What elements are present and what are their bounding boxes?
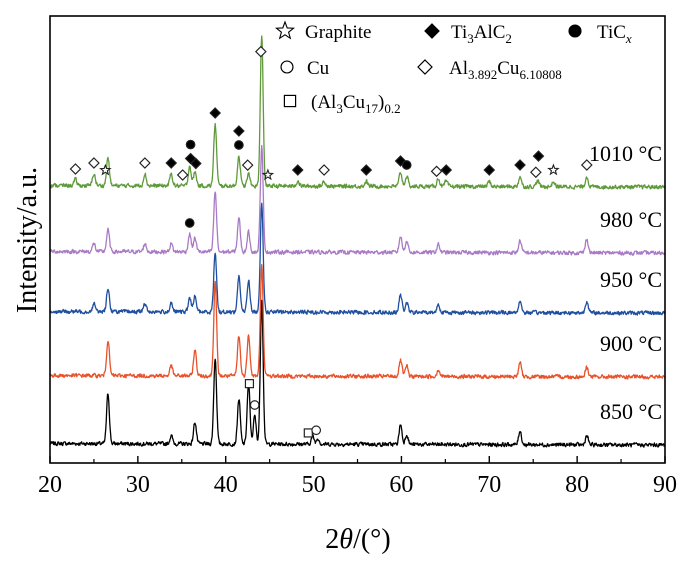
peak-marker-circle-open <box>311 425 322 436</box>
peak-marker-diamond-filled <box>532 150 545 162</box>
series-line-980-c <box>49 144 666 257</box>
star-icon <box>274 20 296 40</box>
peak-marker-diamond-filled <box>165 157 178 169</box>
open-circle-icon <box>280 60 294 74</box>
x-axis-title: 2θ/(°) <box>325 524 390 555</box>
x-tick-label: 50 <box>302 472 326 498</box>
x-tick-label: 70 <box>477 472 501 498</box>
legend-symbol <box>568 24 582 38</box>
legend-item-al3cu6: Al3.892Cu6.10808 <box>417 58 562 82</box>
x-tick-label: 90 <box>653 472 677 498</box>
x-axis: 20 30 40 50 60 70 80 90 <box>38 456 677 498</box>
peak-marker-diamond-open <box>580 159 593 171</box>
peak-marker-diamond-filled <box>440 164 453 176</box>
peak-marker-diamond-filled <box>514 159 526 171</box>
x-tick-label: 80 <box>565 472 589 498</box>
series-layer <box>49 35 666 448</box>
peak-marker-diamond-open <box>88 157 100 169</box>
peak-marker-diamond-filled <box>209 107 222 119</box>
y-axis-title: Intensity/a.u. <box>12 167 43 313</box>
peak-marker-diamond-open <box>139 157 151 169</box>
peak-marker-diamond-filled <box>360 164 373 176</box>
filled-circle-icon <box>568 24 582 38</box>
series-label-950-c: 950 °C <box>600 267 662 292</box>
series-label-1010-c: 1010 °C <box>589 141 662 166</box>
peak-marker-star <box>547 163 560 176</box>
open-diamond-icon <box>417 59 433 75</box>
legend-label-ti3alc2: Ti3AlC2 <box>451 22 512 46</box>
legend: Graphite Ti3AlC2 TiCx Cu Al3.892Cu6.1080… <box>274 20 632 116</box>
peak-marker-diamond-open <box>255 45 267 58</box>
x-tick-label: 60 <box>389 472 413 498</box>
peak-marker-square-open <box>303 428 313 438</box>
legend-label-ticx: TiCx <box>597 22 632 46</box>
peak-marker-diamond-open <box>241 159 254 171</box>
peak-marker-circle-filled <box>401 160 412 170</box>
legend-symbol <box>424 23 440 39</box>
legend-symbol <box>283 94 297 108</box>
peak-marker-star <box>99 163 112 176</box>
peak-marker-diamond-open <box>430 165 443 178</box>
series-line-950-c <box>49 202 666 316</box>
series-label-850-c: 850 °C <box>600 399 662 424</box>
series-line-1010-c <box>49 35 666 190</box>
peak-marker-diamond-filled <box>291 164 304 176</box>
peak-marker-diamond-filled <box>483 164 496 176</box>
series-line-900-c <box>49 264 666 380</box>
peak-marker-diamond-filled <box>189 157 202 170</box>
peak-marker-circle-filled <box>184 218 195 228</box>
legend-label-al3cu17: (Al3Cu17)0.2 <box>311 92 401 116</box>
peak-marker-circle-open <box>249 400 260 410</box>
peak-marker-square-open <box>244 379 255 389</box>
x-tick-label: 20 <box>38 472 62 498</box>
peak-marker-diamond-open <box>318 164 330 176</box>
series-label-980-c: 980 °C <box>600 207 662 232</box>
peak-marker-diamond-open <box>530 166 542 179</box>
x-tick-label: 40 <box>214 472 238 498</box>
legend-symbol <box>417 59 433 75</box>
peak-marker-circle-filled <box>185 139 196 150</box>
peak-marker-diamond-open <box>176 169 189 181</box>
legend-label-cu: Cu <box>307 58 330 79</box>
series-label-900-c: 900 °C <box>600 331 662 356</box>
series-labels: 850 °C 900 °C 950 °C 980 °C 1010 °C <box>589 141 662 424</box>
legend-label-graphite: Graphite <box>305 22 371 43</box>
legend-item-al3cu17: (Al3Cu17)0.2 <box>283 92 401 116</box>
peak-marker-diamond-open <box>69 163 82 175</box>
legend-item-ti3alc2: Ti3AlC2 <box>424 22 512 46</box>
legend-symbol <box>280 60 294 74</box>
legend-item-ticx: TiCx <box>568 22 632 46</box>
peak-marker-diamond-filled <box>233 125 245 137</box>
legend-item-cu: Cu <box>280 58 330 79</box>
legend-symbol <box>274 20 296 40</box>
open-square-icon <box>283 94 297 108</box>
peak-marker-star <box>261 168 275 181</box>
legend-item-graphite: Graphite <box>274 20 371 43</box>
filled-diamond-icon <box>424 23 440 39</box>
marker-layer <box>69 45 593 438</box>
peak-marker-circle-filled <box>234 140 244 150</box>
legend-label-al3cu6: Al3.892Cu6.10808 <box>449 58 562 82</box>
x-tick-label: 30 <box>126 472 150 498</box>
series-line-850-c <box>49 299 666 448</box>
plot-frame <box>49 15 666 464</box>
